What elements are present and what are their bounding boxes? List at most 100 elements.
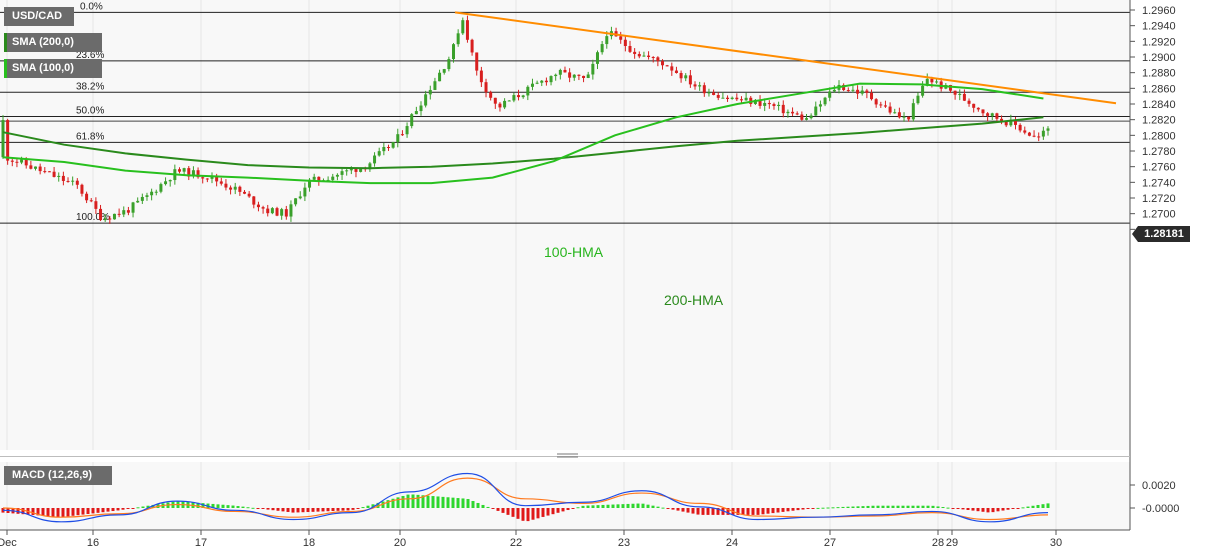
candle-body xyxy=(860,90,864,94)
candle-body xyxy=(47,171,51,173)
candle-body xyxy=(563,69,567,73)
macd-histogram-bar xyxy=(931,505,935,508)
sma100-legend-text: SMA (100,0) xyxy=(12,62,74,74)
candle-body xyxy=(818,104,822,107)
candle-body xyxy=(916,95,920,104)
macd-histogram-bar xyxy=(411,494,415,508)
candle-body xyxy=(772,104,776,107)
candle-body xyxy=(828,91,832,98)
macd-histogram-bar xyxy=(341,508,345,511)
sma200-legend[interactable]: SMA (200,0) xyxy=(4,33,102,52)
macd-histogram-bar xyxy=(936,506,940,508)
candle-body xyxy=(744,97,748,101)
candle-body xyxy=(698,85,702,87)
macd-histogram-bar xyxy=(981,508,985,512)
macd-histogram-bar xyxy=(131,508,135,509)
macd-histogram-bar xyxy=(136,507,140,509)
resistance-trendline xyxy=(454,11,1117,105)
candle-body xyxy=(800,114,804,120)
candle-body xyxy=(80,184,84,194)
candle-body xyxy=(1023,130,1027,133)
macd-histogram-bar xyxy=(631,503,635,508)
macd-histogram-bar xyxy=(536,508,540,519)
macd-histogram-bar xyxy=(566,508,570,511)
macd-histogram-bar xyxy=(86,508,90,514)
macd-histogram-bar xyxy=(1011,508,1015,509)
current-price-text: 1.28181 xyxy=(1144,228,1184,240)
candle-body xyxy=(177,169,181,172)
sma100-legend[interactable]: SMA (100,0) xyxy=(4,59,102,78)
candle-body xyxy=(20,159,24,163)
macd-histogram-bar xyxy=(201,503,205,508)
macd-histogram-bar xyxy=(256,508,260,509)
candle-body xyxy=(670,66,674,71)
symbol-label[interactable]: USD/CAD xyxy=(4,7,74,26)
macd-histogram-bar xyxy=(996,508,1000,512)
candle-body xyxy=(252,196,256,205)
candle-body xyxy=(1027,132,1031,136)
candle-body xyxy=(521,95,525,98)
macd-histogram-bar xyxy=(326,508,330,512)
macd-histogram-bar xyxy=(261,508,265,510)
macd-histogram-bar xyxy=(906,505,910,508)
y-tick-label: 1.2860 xyxy=(1142,83,1176,95)
candle-body xyxy=(888,106,892,113)
macd-histogram-bar xyxy=(841,506,845,508)
macd-plot-area xyxy=(0,462,1130,530)
macd-histogram-bar xyxy=(1046,503,1050,508)
candle-body xyxy=(712,92,716,96)
macd-legend[interactable]: MACD (12,26,9) xyxy=(4,466,112,485)
candle-body xyxy=(600,44,604,53)
macd-histogram-bar xyxy=(801,508,805,510)
candle-body xyxy=(38,166,42,172)
pane-resize-handle[interactable] xyxy=(557,453,578,458)
candle-body xyxy=(1018,124,1022,131)
candle-body xyxy=(791,111,795,114)
macd-histogram-bar xyxy=(426,495,430,508)
macd-histogram-bar xyxy=(786,508,790,512)
macd-histogram-bar xyxy=(281,508,285,512)
macd-histogram-bar xyxy=(901,505,905,508)
macd-histogram-bar xyxy=(586,505,590,508)
candle-body xyxy=(377,151,381,156)
macd-histogram-bar xyxy=(871,505,875,508)
macd-histogram-bar xyxy=(446,497,450,508)
macd-histogram-bar xyxy=(876,505,880,508)
candle-body xyxy=(280,209,284,216)
candle-body xyxy=(94,201,98,209)
macd-histogram-bar xyxy=(116,508,120,511)
y-tick-label: 1.2700 xyxy=(1142,209,1176,221)
candle-body xyxy=(777,104,781,107)
y-tick-label: 1.2920 xyxy=(1142,36,1176,48)
macd-histogram-bar xyxy=(151,504,155,508)
macd-histogram-bar xyxy=(911,505,915,508)
candle-body xyxy=(809,115,813,119)
candle-body xyxy=(131,202,135,213)
candle-body xyxy=(642,55,646,57)
candle-body xyxy=(832,89,836,92)
candle-body xyxy=(958,93,962,95)
macd-histogram-bar xyxy=(376,502,380,508)
y-tick-label: 1.2760 xyxy=(1142,162,1176,174)
candle-body xyxy=(990,113,994,116)
macd-histogram-bar xyxy=(656,506,660,508)
candle-body xyxy=(493,97,497,104)
candle-body xyxy=(739,99,743,101)
macd-histogram-bar xyxy=(956,508,960,509)
macd-histogram-bar xyxy=(601,504,605,508)
macd-histogram-bar xyxy=(471,501,475,508)
sma100-line xyxy=(2,82,1044,185)
macd-histogram-bar xyxy=(51,508,55,517)
candle-body xyxy=(452,44,456,60)
candle-body xyxy=(623,39,627,47)
candle-body xyxy=(1,120,5,158)
macd-histogram-bar xyxy=(831,507,835,509)
macd-histogram-bar xyxy=(766,508,770,514)
candle-body xyxy=(85,193,89,201)
macd-histogram-bar xyxy=(761,508,765,515)
x-tick-label: 20 xyxy=(394,537,406,549)
candle-body xyxy=(205,178,209,180)
candle-body xyxy=(842,84,846,91)
macd-histogram-bar xyxy=(246,507,250,509)
